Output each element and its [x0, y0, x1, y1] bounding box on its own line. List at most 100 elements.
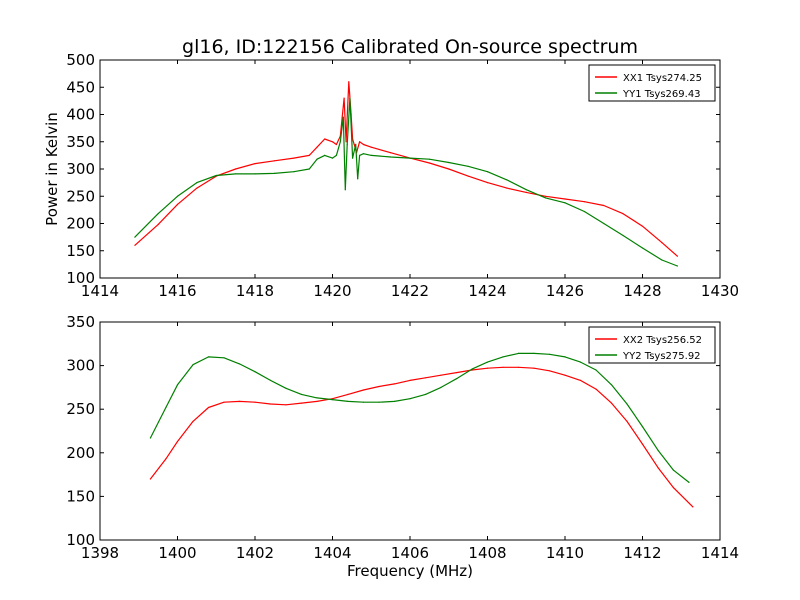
data-point: [362, 153, 365, 155]
data-point: [370, 154, 372, 156]
data-point: [285, 404, 287, 406]
data-point: [506, 187, 508, 189]
data-point: [273, 172, 275, 174]
legend-label: YY1 Tsys269.43: [622, 89, 701, 100]
data-point: [626, 420, 628, 422]
y-tick-label: 150: [66, 487, 95, 505]
data-point: [165, 406, 167, 409]
data-point: [196, 182, 198, 184]
data-point: [641, 247, 644, 249]
data-point: [564, 374, 566, 376]
data-point: [269, 403, 272, 405]
data-point: [657, 449, 659, 451]
data-point: [293, 157, 295, 159]
data-point: [533, 352, 535, 354]
data-point: [342, 116, 344, 118]
data-point: [467, 175, 469, 177]
data-point: [626, 403, 628, 405]
series-line-xx1: [134, 81, 678, 257]
data-point: [331, 399, 334, 401]
data-point: [579, 379, 582, 381]
data-point: [622, 213, 624, 215]
data-point: [467, 165, 469, 167]
data-point: [331, 141, 334, 143]
legend-label: YY2 Tsys275.92: [622, 351, 701, 362]
data-point: [428, 158, 430, 160]
data-point: [176, 195, 179, 197]
data-point: [238, 363, 241, 365]
data-point: [595, 369, 597, 371]
x-tick-label: 1424: [468, 282, 506, 300]
data-point: [238, 400, 241, 402]
data-point: [622, 234, 624, 237]
data-point: [603, 222, 605, 225]
data-point: [672, 469, 675, 471]
data-point: [157, 224, 159, 226]
data-point: [440, 374, 442, 376]
data-point: [353, 143, 355, 146]
data-point: [455, 378, 458, 380]
data-point: [661, 242, 663, 244]
data-point: [533, 367, 535, 369]
y-tick-label: 100: [66, 531, 95, 549]
data-point: [448, 161, 450, 164]
data-point: [393, 383, 396, 385]
y-tick-label: 400: [66, 106, 95, 124]
data-point: [548, 370, 551, 372]
data-point: [595, 388, 597, 390]
data-point: [641, 443, 644, 445]
data-point: [346, 143, 348, 146]
data-point: [506, 179, 508, 181]
data-point: [352, 157, 354, 159]
data-point: [610, 384, 613, 386]
data-point: [676, 255, 679, 257]
data-point: [149, 478, 151, 480]
x-tick-label: 1426: [546, 282, 584, 300]
data-point: [196, 187, 198, 189]
x-tick-label: 1400: [158, 544, 196, 562]
x-tick-label: 1430: [701, 282, 739, 300]
data-point: [362, 143, 365, 146]
data-point: [672, 487, 675, 489]
data-point: [339, 141, 341, 143]
data-point: [657, 467, 659, 469]
data-point: [610, 402, 613, 404]
data-point: [347, 400, 349, 402]
x-tick-label: 1406: [391, 544, 429, 562]
x-tick-label: 1398: [81, 544, 119, 562]
data-point: [254, 371, 256, 373]
y-tick-label: 150: [66, 242, 95, 260]
data-point: [316, 397, 318, 399]
data-point: [641, 426, 644, 428]
data-point: [486, 361, 489, 363]
data-point: [345, 141, 347, 143]
data-point: [525, 189, 527, 191]
data-point: [254, 401, 256, 403]
y-tick-label: 250: [66, 187, 95, 205]
data-point: [359, 154, 361, 156]
data-point: [235, 168, 237, 170]
data-point: [393, 400, 396, 402]
data-point: [134, 236, 136, 238]
data-point: [355, 143, 357, 146]
data-point: [134, 244, 136, 246]
series-line-xx2: [149, 366, 694, 508]
legend-box-1: [588, 64, 716, 102]
data-point: [308, 168, 310, 170]
data-point: [448, 168, 450, 170]
data-point: [378, 401, 380, 403]
y-tick-label: 100: [66, 269, 95, 287]
data-point: [579, 361, 582, 363]
y-axis-label: Power in Kelvin: [43, 112, 61, 226]
y-tick-label: 350: [66, 313, 95, 331]
data-point: [486, 171, 489, 173]
data-point: [324, 154, 326, 156]
data-point: [357, 178, 359, 180]
data-point: [486, 367, 489, 369]
legend-box-2: [588, 326, 716, 364]
data-point: [192, 364, 194, 366]
data-point: [254, 173, 256, 175]
legend-label: XX2 Tsys256.52: [623, 335, 702, 346]
data-point: [692, 506, 694, 508]
data-point: [165, 458, 167, 460]
